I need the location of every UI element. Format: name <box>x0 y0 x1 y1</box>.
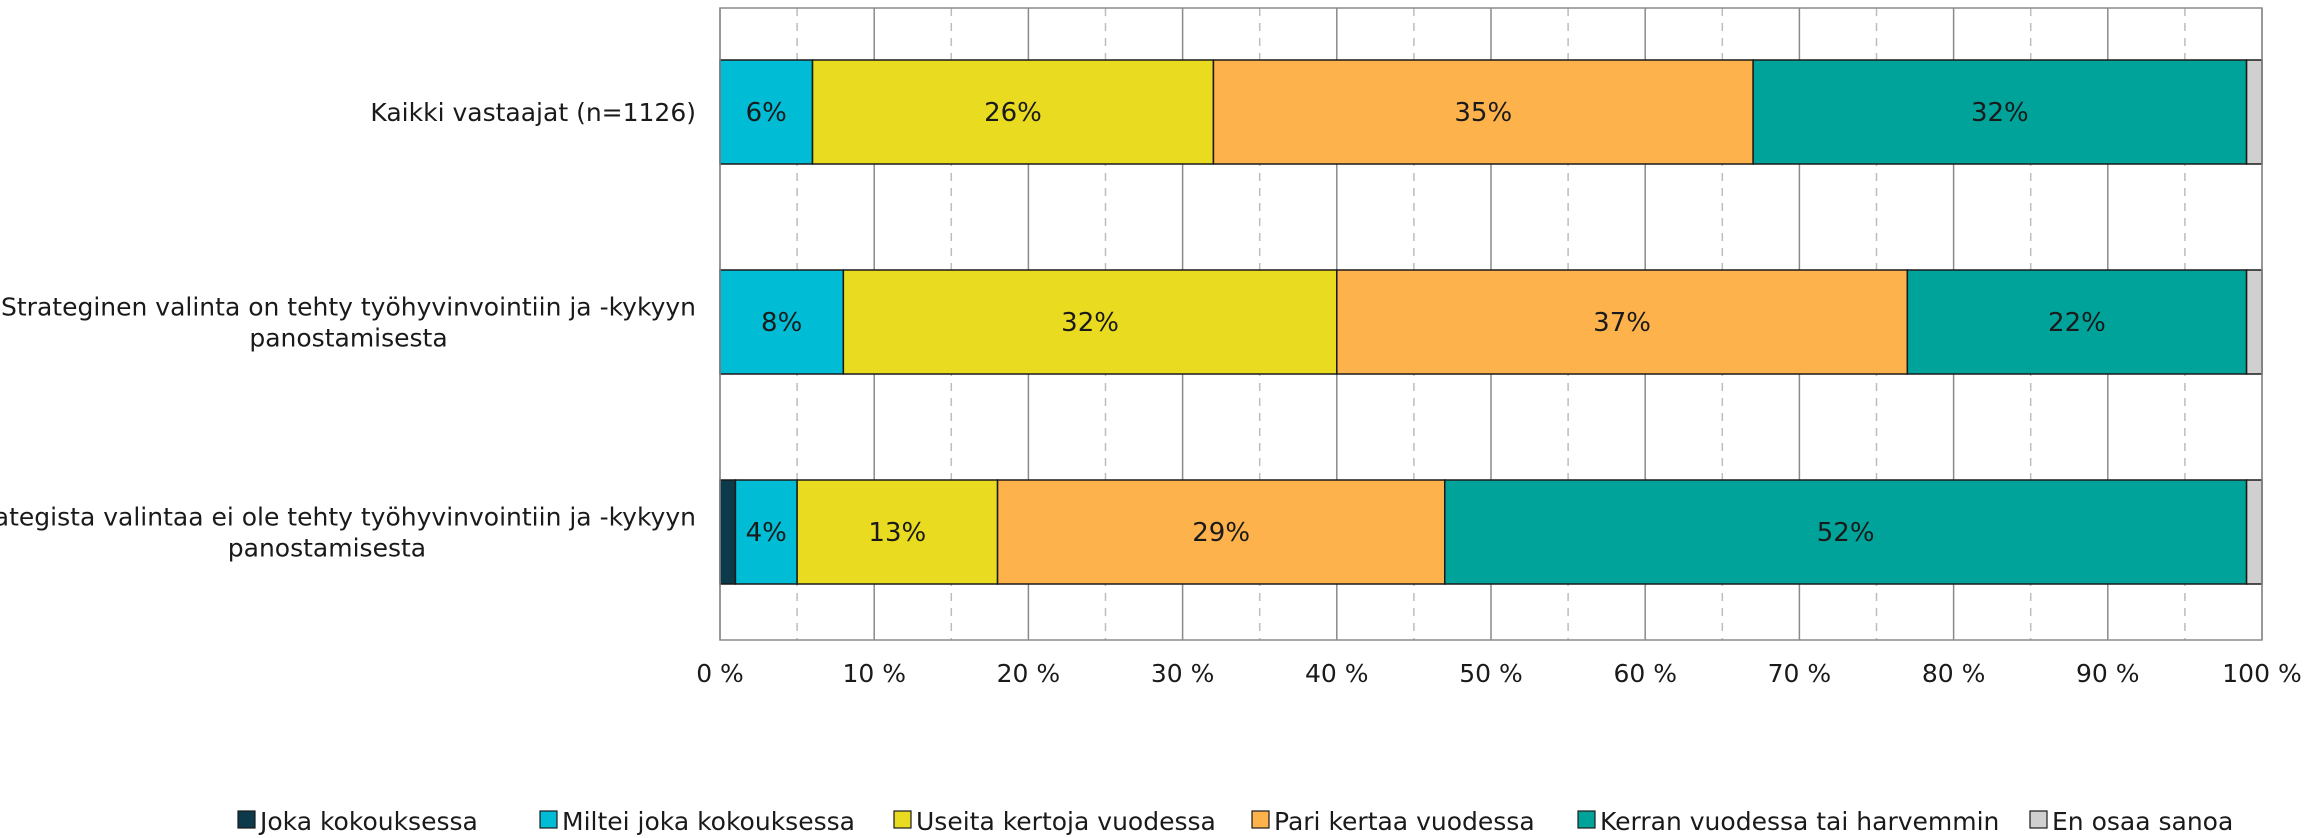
legend-label: Miltei joka kokouksessa <box>562 807 855 836</box>
bar-segment <box>2245 479 2263 585</box>
x-tick-label: 10 % <box>842 659 906 688</box>
legend-label: Useita kertoja vuodessa <box>916 807 1216 836</box>
plot-border <box>719 7 2263 641</box>
data-label: 13% <box>868 518 926 548</box>
bar-segment <box>996 479 1446 585</box>
x-tick-label: 100 % <box>2222 659 2301 688</box>
bar-segment <box>1212 59 1754 165</box>
data-label: 4% <box>746 518 787 548</box>
data-label: 52% <box>1817 518 1875 548</box>
x-tick-label: 80 % <box>1922 659 1986 688</box>
legend-label: Joka kokouksessa <box>258 807 478 836</box>
data-label: 22% <box>2048 308 2106 338</box>
x-tick-label: 20 % <box>997 659 1061 688</box>
bar-segment <box>734 479 798 585</box>
plot-frame <box>719 7 2263 641</box>
legend-label: Kerran vuodessa tai harvemmin <box>1600 807 1999 836</box>
category-label: Strategista valintaa ei ole tehty työhyv… <box>0 503 696 532</box>
legend-swatch <box>237 810 256 829</box>
bar-segment <box>796 479 999 585</box>
data-label: 32% <box>1061 308 1119 338</box>
category-label: Kaikki vastaajat (n=1126) <box>370 98 696 127</box>
bar-segment <box>719 269 845 375</box>
category-label: panostamisesta <box>249 324 447 353</box>
legend-swatch <box>893 810 912 829</box>
category-label: Strateginen valinta on tehty työhyvinvoi… <box>1 293 696 322</box>
x-tick-label: 40 % <box>1305 659 1369 688</box>
bars: 6% 26% 35% 32% 8% 32% 37% 22% 4% 13% 29% 52% <box>719 59 2263 585</box>
bar-segment <box>719 479 737 585</box>
bar-segment <box>1443 479 2248 585</box>
data-label: 35% <box>1454 98 1512 128</box>
data-label: 26% <box>984 98 1042 128</box>
data-label: 29% <box>1192 518 1250 548</box>
x-tick-label: 60 % <box>1613 659 1677 688</box>
data-label: 32% <box>1971 98 2029 128</box>
bar-segment <box>2245 59 2263 165</box>
legend-label: En osaa sanoa <box>2052 807 2233 836</box>
data-label: 8% <box>761 308 802 338</box>
x-tick-label: 70 % <box>1768 659 1832 688</box>
legend-swatch <box>1577 810 1596 829</box>
x-tick-label: 0 % <box>696 659 744 688</box>
category-label: panostamisesta <box>228 534 426 563</box>
legend: Joka kokouksessa Miltei joka kokouksessa U… <box>237 807 2233 836</box>
category-labels: Kaikki vastaajat (n=1126) Strateginen val… <box>0 98 696 563</box>
bar-segment <box>1752 59 2248 165</box>
bar-segment <box>2245 269 2263 375</box>
x-tick-label: 30 % <box>1151 659 1215 688</box>
bar-segment <box>1906 269 2248 375</box>
data-label: 6% <box>746 98 787 128</box>
bar-segment <box>842 269 1338 375</box>
legend-swatch <box>539 810 558 829</box>
data-label: 37% <box>1593 308 1651 338</box>
x-tick-label: 50 % <box>1459 659 1523 688</box>
legend-label: Pari kertaa vuodessa <box>1274 807 1535 836</box>
legend-swatch <box>2029 810 2048 829</box>
x-tick-label: 90 % <box>2076 659 2140 688</box>
legend-swatch <box>1251 810 1270 829</box>
x-axis-tick-labels: 0 % 10 % 20 % 30 % 40 % 50 % 60 % 70 % 80 % 90 % 1… <box>696 659 2302 688</box>
